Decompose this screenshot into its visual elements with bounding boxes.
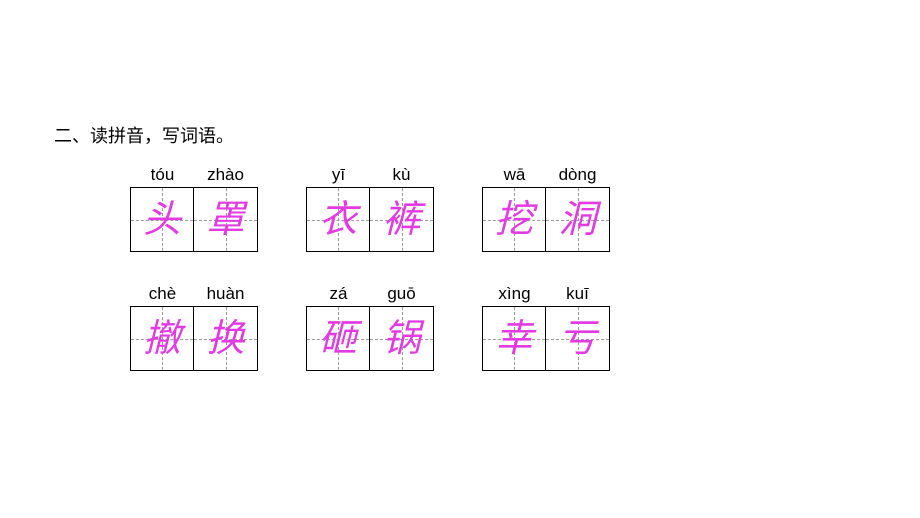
character-box: 头 — [131, 188, 194, 251]
hanzi-character: 撤 — [143, 320, 181, 358]
character-boxes: 撤 换 — [130, 306, 258, 371]
pinyin-row: zá guō — [307, 284, 433, 304]
hanzi-character: 亏 — [558, 320, 596, 358]
character-boxes: 砸 锅 — [306, 306, 434, 371]
word-block: wā dòng 挖 洞 — [482, 165, 610, 252]
pinyin-syllable: guō — [370, 284, 433, 304]
hanzi-character: 衣 — [319, 201, 357, 239]
hanzi-character: 洞 — [558, 201, 596, 239]
word-block: zá guō 砸 锅 — [306, 284, 434, 371]
pinyin-row: yī kù — [307, 165, 433, 185]
hanzi-character: 换 — [206, 320, 244, 358]
exercise-grid: tóu zhào 头 罩 yī kù 衣 — [130, 165, 610, 371]
hanzi-character: 锅 — [382, 320, 420, 358]
character-boxes: 幸 亏 — [482, 306, 610, 371]
hanzi-character: 裤 — [382, 201, 420, 239]
pinyin-syllable: wā — [483, 165, 546, 185]
exercise-instruction: 二、读拼音，写词语。 — [54, 122, 234, 148]
word-block: tóu zhào 头 罩 — [130, 165, 258, 252]
word-block: xìng kuī 幸 亏 — [482, 284, 610, 371]
character-box: 砸 — [307, 307, 370, 370]
character-boxes: 挖 洞 — [482, 187, 610, 252]
pinyin-row: wā dòng — [483, 165, 609, 185]
character-box: 换 — [194, 307, 257, 370]
pinyin-row: tóu zhào — [131, 165, 257, 185]
character-box: 裤 — [370, 188, 433, 251]
hanzi-character: 罩 — [206, 201, 244, 239]
pinyin-row: chè huàn — [131, 284, 257, 304]
pinyin-syllable: yī — [307, 165, 370, 185]
exercise-row: chè huàn 撤 换 zá guō 砸 — [130, 284, 610, 371]
character-box: 罩 — [194, 188, 257, 251]
hanzi-character: 挖 — [495, 201, 533, 239]
pinyin-syllable: zá — [307, 284, 370, 304]
character-box: 衣 — [307, 188, 370, 251]
character-box: 亏 — [546, 307, 609, 370]
character-boxes: 衣 裤 — [306, 187, 434, 252]
character-box: 撤 — [131, 307, 194, 370]
character-box: 幸 — [483, 307, 546, 370]
word-block: yī kù 衣 裤 — [306, 165, 434, 252]
word-block: chè huàn 撤 换 — [130, 284, 258, 371]
character-box: 洞 — [546, 188, 609, 251]
hanzi-character: 头 — [143, 201, 181, 239]
pinyin-syllable: dòng — [546, 165, 609, 185]
hanzi-character: 幸 — [495, 320, 533, 358]
hanzi-character: 砸 — [319, 320, 357, 358]
pinyin-syllable: kù — [370, 165, 433, 185]
exercise-row: tóu zhào 头 罩 yī kù 衣 — [130, 165, 610, 252]
pinyin-row: xìng kuī — [483, 284, 609, 304]
character-box: 挖 — [483, 188, 546, 251]
pinyin-syllable: kuī — [546, 284, 609, 304]
character-box: 锅 — [370, 307, 433, 370]
pinyin-syllable: tóu — [131, 165, 194, 185]
pinyin-syllable: chè — [131, 284, 194, 304]
character-boxes: 头 罩 — [130, 187, 258, 252]
pinyin-syllable: xìng — [483, 284, 546, 304]
pinyin-syllable: zhào — [194, 165, 257, 185]
pinyin-syllable: huàn — [194, 284, 257, 304]
